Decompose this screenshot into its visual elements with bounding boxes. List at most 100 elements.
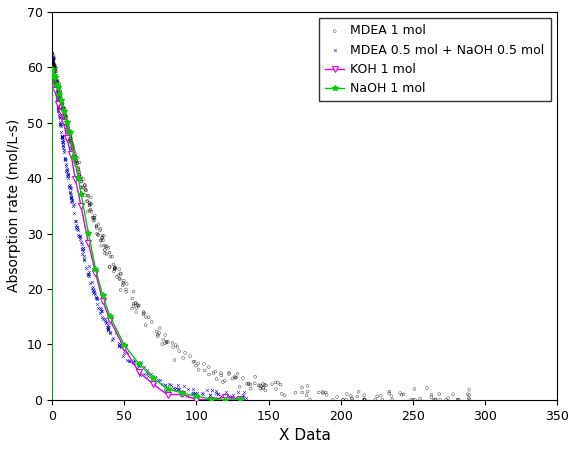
- MDEA 0.5 mol + NaOH 0.5 mol: [57, 132, 66, 140]
- MDEA 1 mol: [71, 162, 81, 169]
- MDEA 1 mol: [129, 300, 138, 307]
- MDEA 1 mol: [90, 212, 100, 219]
- MDEA 1 mol: [54, 90, 63, 97]
- MDEA 0.5 mol + NaOH 0.5 mol: [84, 270, 93, 278]
- MDEA 1 mol: [465, 396, 474, 403]
- MDEA 1 mol: [77, 178, 86, 185]
- MDEA 1 mol: [132, 304, 141, 311]
- NaOH 1 mol: [150, 376, 157, 381]
- MDEA 0.5 mol + NaOH 0.5 mol: [143, 373, 153, 380]
- MDEA 0.5 mol + NaOH 0.5 mol: [97, 306, 106, 313]
- MDEA 1 mol: [98, 232, 107, 239]
- MDEA 1 mol: [52, 80, 62, 87]
- MDEA 1 mol: [83, 197, 92, 204]
- MDEA 1 mol: [67, 149, 77, 157]
- MDEA 0.5 mol + NaOH 0.5 mol: [241, 395, 251, 402]
- MDEA 1 mol: [110, 265, 119, 272]
- MDEA 1 mol: [397, 391, 406, 398]
- MDEA 1 mol: [66, 136, 75, 144]
- MDEA 0.5 mol + NaOH 0.5 mol: [55, 113, 64, 120]
- Line: NaOH 1 mol: NaOH 1 mol: [50, 67, 242, 403]
- MDEA 1 mol: [54, 89, 63, 96]
- MDEA 0.5 mol + NaOH 0.5 mol: [111, 330, 120, 337]
- MDEA 0.5 mol + NaOH 0.5 mol: [51, 74, 60, 81]
- MDEA 1 mol: [62, 114, 71, 121]
- MDEA 1 mol: [119, 279, 128, 286]
- MDEA 1 mol: [54, 81, 63, 89]
- MDEA 0.5 mol + NaOH 0.5 mol: [54, 108, 63, 115]
- MDEA 1 mol: [360, 396, 369, 403]
- MDEA 0.5 mol + NaOH 0.5 mol: [191, 390, 200, 397]
- MDEA 1 mol: [49, 61, 58, 68]
- MDEA 1 mol: [256, 385, 265, 392]
- MDEA 0.5 mol + NaOH 0.5 mol: [92, 295, 101, 302]
- MDEA 1 mol: [56, 92, 65, 99]
- MDEA 1 mol: [251, 373, 260, 380]
- MDEA 1 mol: [85, 201, 94, 208]
- MDEA 1 mol: [67, 153, 76, 160]
- MDEA 1 mol: [105, 263, 114, 270]
- MDEA 0.5 mol + NaOH 0.5 mol: [104, 324, 113, 331]
- MDEA 1 mol: [339, 396, 348, 403]
- MDEA 1 mol: [88, 214, 97, 221]
- MDEA 0.5 mol + NaOH 0.5 mol: [57, 132, 66, 140]
- MDEA 0.5 mol + NaOH 0.5 mol: [62, 169, 71, 176]
- NaOH 1 mol: [52, 74, 59, 80]
- MDEA 1 mol: [346, 392, 355, 399]
- MDEA 0.5 mol + NaOH 0.5 mol: [156, 376, 165, 383]
- MDEA 0.5 mol + NaOH 0.5 mol: [74, 231, 83, 238]
- MDEA 1 mol: [122, 280, 131, 288]
- MDEA 1 mol: [75, 168, 84, 176]
- MDEA 1 mol: [376, 392, 385, 399]
- MDEA 0.5 mol + NaOH 0.5 mol: [61, 160, 70, 167]
- MDEA 0.5 mol + NaOH 0.5 mol: [59, 148, 69, 155]
- NaOH 1 mol: [92, 266, 99, 271]
- MDEA 1 mol: [66, 130, 75, 137]
- MDEA 1 mol: [139, 308, 148, 315]
- KOH 1 mol: [150, 382, 157, 387]
- MDEA 1 mol: [257, 382, 266, 390]
- MDEA 0.5 mol + NaOH 0.5 mol: [202, 387, 211, 394]
- MDEA 0.5 mol + NaOH 0.5 mol: [71, 221, 81, 228]
- MDEA 1 mol: [77, 178, 86, 185]
- MDEA 0.5 mol + NaOH 0.5 mol: [183, 392, 192, 399]
- MDEA 1 mol: [69, 142, 78, 149]
- MDEA 0.5 mol + NaOH 0.5 mol: [240, 388, 249, 396]
- MDEA 0.5 mol + NaOH 0.5 mol: [57, 134, 66, 141]
- MDEA 1 mol: [52, 82, 62, 89]
- MDEA 0.5 mol + NaOH 0.5 mol: [69, 209, 78, 216]
- MDEA 0.5 mol + NaOH 0.5 mol: [54, 108, 63, 115]
- MDEA 1 mol: [75, 176, 85, 183]
- MDEA 1 mol: [259, 384, 268, 392]
- MDEA 1 mol: [465, 386, 474, 393]
- MDEA 1 mol: [109, 261, 118, 268]
- MDEA 1 mol: [169, 344, 178, 351]
- NaOH 1 mol: [222, 397, 229, 402]
- MDEA 0.5 mol + NaOH 0.5 mol: [104, 327, 113, 334]
- MDEA 1 mol: [67, 135, 76, 143]
- MDEA 1 mol: [298, 389, 307, 396]
- MDEA 1 mol: [64, 127, 73, 135]
- MDEA 1 mol: [387, 392, 396, 400]
- MDEA 1 mol: [191, 362, 200, 369]
- MDEA 1 mol: [66, 139, 75, 146]
- MDEA 0.5 mol + NaOH 0.5 mol: [92, 294, 101, 302]
- NaOH 1 mol: [135, 361, 142, 366]
- MDEA 0.5 mol + NaOH 0.5 mol: [48, 56, 57, 63]
- MDEA 1 mol: [163, 338, 172, 346]
- MDEA 1 mol: [342, 390, 351, 397]
- MDEA 1 mol: [51, 68, 60, 75]
- MDEA 0.5 mol + NaOH 0.5 mol: [58, 138, 67, 145]
- MDEA 0.5 mol + NaOH 0.5 mol: [53, 94, 62, 102]
- MDEA 0.5 mol + NaOH 0.5 mol: [54, 102, 63, 109]
- MDEA 1 mol: [61, 116, 70, 123]
- MDEA 0.5 mol + NaOH 0.5 mol: [101, 320, 111, 327]
- MDEA 1 mol: [119, 280, 128, 288]
- MDEA 1 mol: [429, 396, 438, 403]
- MDEA 1 mol: [57, 101, 66, 108]
- MDEA 1 mol: [113, 272, 123, 279]
- MDEA 1 mol: [100, 247, 109, 254]
- MDEA 1 mol: [109, 268, 119, 275]
- MDEA 0.5 mol + NaOH 0.5 mol: [56, 120, 66, 127]
- MDEA 1 mol: [55, 98, 64, 105]
